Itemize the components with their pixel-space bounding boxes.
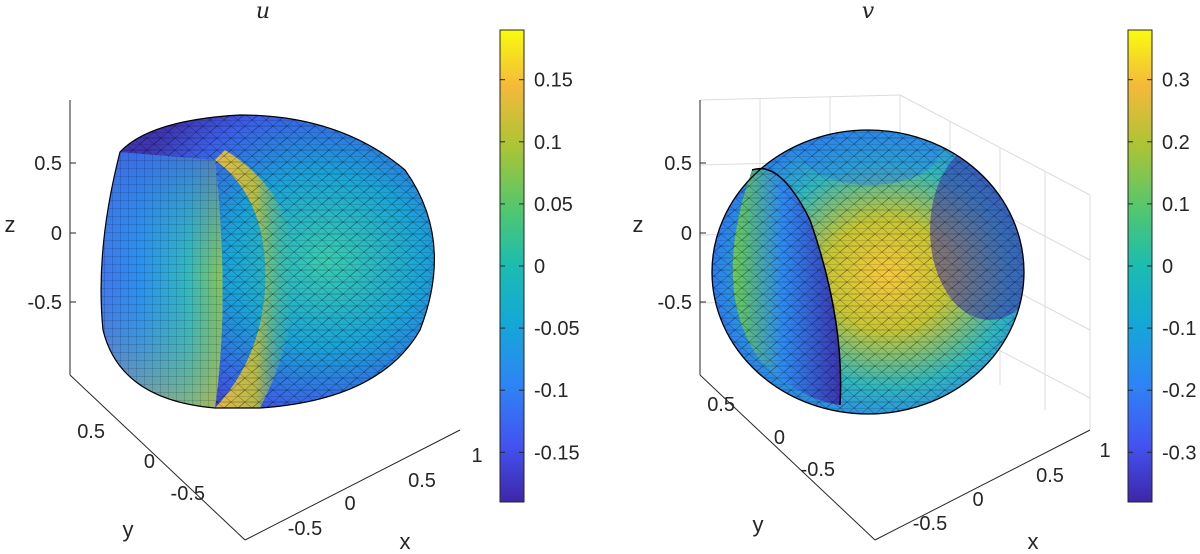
plot-v: v [633,0,1197,554]
colorbar-u-tick-label: 0 [534,256,545,278]
z-tick-label: -0.5 [658,292,692,314]
x-tick-label: 1 [1099,440,1110,462]
y-tick-label: 0.5 [77,421,105,443]
colorbar-v: 0.3 0.2 0.1 0 -0.1 -0.2 -0.3 [1127,29,1196,503]
z-axis-label: z [633,212,644,237]
x-tick-label: -0.5 [913,513,947,535]
y-tick-label: -0.5 [171,483,205,505]
axes-box-v [699,100,1091,541]
colorbar-u: 0.15 0.1 0.05 0 -0.05 -0.1 -0.15 [499,29,580,503]
colorbar-u-tick-label: -0.05 [534,318,580,340]
x-tick-label: 0.5 [1036,465,1064,487]
colorbar-u-tick-label: -0.1 [534,380,568,402]
z-tick-label: 0.5 [34,153,62,175]
x-tick-label: 1 [471,445,482,467]
z-tick-label: -0.5 [28,292,62,314]
y-axis-v: 0.5 0 -0.5 y [707,394,835,537]
y-tick-label: 0.5 [707,394,735,416]
y-tick-label: -0.5 [801,459,835,481]
x-tick-label: 0 [344,493,355,515]
x-axis-v: -0.5 0 0.5 1 x [913,440,1111,554]
colorbar-v-tick-label: 0 [1162,256,1173,278]
z-tick-label: 0.5 [664,153,692,175]
x-axis-label: x [1028,529,1039,554]
x-axis-u: -0.5 0 0.5 1 x [288,445,483,554]
z-axis-v: 0.5 0 -0.5 z [633,153,706,314]
x-tick-label: -0.5 [288,518,322,540]
y-tick-label: 0 [774,427,785,449]
surface-u-cut [101,147,223,408]
title-u: u [256,0,270,24]
colorbar-v-tick-label: -0.2 [1162,380,1196,402]
colorbar-v-tick-label: 0.1 [1162,194,1190,216]
colorbar-v-tick-label: -0.1 [1162,318,1196,340]
y-axis-label: y [123,517,134,542]
colorbar-u-tick-label: 0.1 [534,132,562,154]
x-axis-label: x [400,529,411,554]
title-v: v [862,0,875,24]
colorbar-u-tick-label: 0.15 [534,70,573,92]
colorbar-v-tick-label: -0.3 [1162,442,1196,464]
colorbar-v-tick-label: 0.3 [1162,70,1190,92]
z-axis-u: 0.5 0 -0.5 z [5,153,76,314]
z-tick-label: 0 [51,223,62,245]
axes-box-u [69,100,461,541]
plot-u: u 0.5 0 -0.5 z [5,0,580,554]
x-tick-label: 0 [972,489,983,511]
y-tick-label: 0 [144,451,155,473]
colorbar-v-tick-label: 0.2 [1162,132,1190,154]
colorbar-u-tick-label: 0.05 [534,194,573,216]
z-tick-label: 0 [681,223,692,245]
x-tick-label: 0.5 [408,470,436,492]
y-axis-u: 0.5 0 -0.5 y [77,421,205,542]
colorbar-u-tick-label: -0.15 [534,442,580,464]
z-axis-label: z [5,212,16,237]
y-axis-label: y [753,512,764,537]
